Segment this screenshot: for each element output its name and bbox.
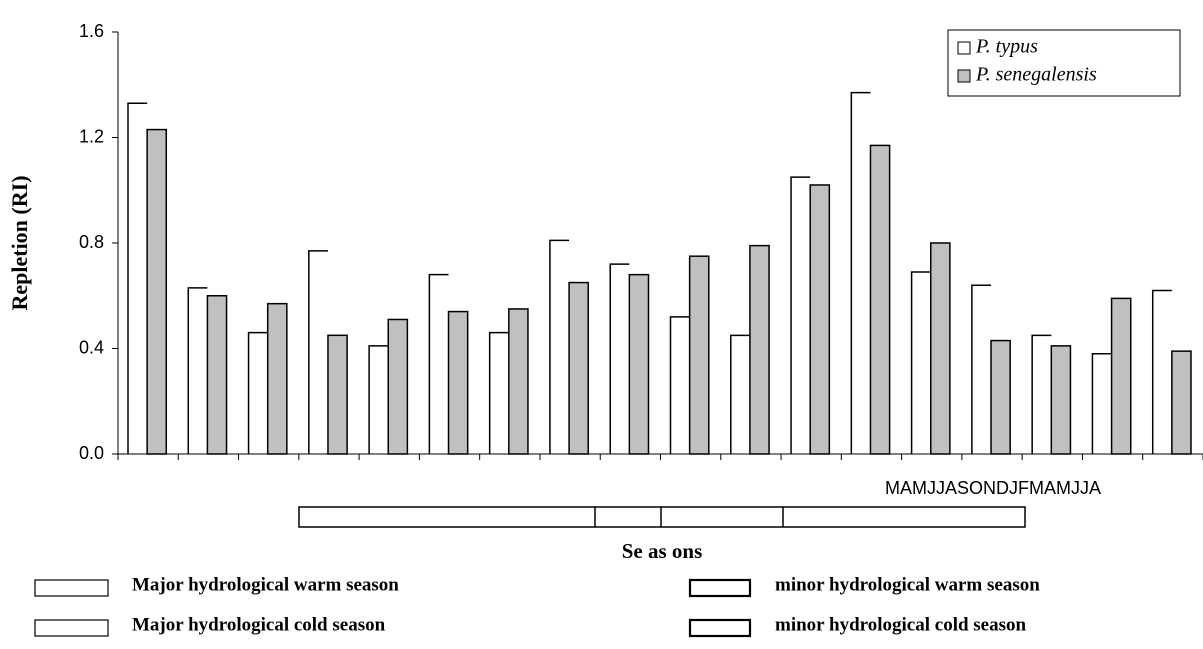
legend-label: P. senegalensis bbox=[975, 64, 1097, 86]
bar bbox=[930, 242, 951, 455]
bar bbox=[1031, 334, 1052, 454]
bar bbox=[308, 250, 328, 454]
bar bbox=[549, 239, 570, 454]
bar bbox=[850, 91, 871, 454]
bar bbox=[127, 102, 148, 454]
y-tick-label: 0.4 bbox=[79, 337, 104, 357]
bar bbox=[809, 184, 831, 455]
y-axis-label: Repletion (RI) bbox=[7, 175, 32, 310]
bar bbox=[609, 263, 630, 454]
x-axis-label: Se as ons bbox=[622, 539, 703, 563]
bar bbox=[971, 284, 992, 454]
bar bbox=[327, 334, 348, 455]
bar bbox=[749, 244, 770, 455]
y-tick-label: 1.6 bbox=[79, 21, 104, 41]
season-bar bbox=[298, 506, 1026, 528]
bar bbox=[1050, 345, 1072, 455]
legend-box bbox=[947, 29, 1181, 97]
bar bbox=[508, 308, 529, 455]
bar bbox=[669, 316, 690, 454]
season-legend-icon bbox=[34, 619, 109, 637]
bar bbox=[1091, 353, 1112, 454]
bar bbox=[990, 339, 1011, 455]
bar bbox=[1110, 297, 1132, 455]
bar bbox=[628, 273, 650, 455]
bar bbox=[1151, 289, 1172, 454]
season-legend-label: minor hydrological warm season bbox=[775, 574, 1040, 595]
season-legend-label: Major hydrological warm season bbox=[132, 574, 399, 595]
bar bbox=[910, 271, 931, 454]
season-legend-label: minor hydrological cold season bbox=[775, 614, 1027, 635]
bar bbox=[869, 144, 891, 455]
legend-label: P. typus bbox=[975, 36, 1038, 58]
bar bbox=[187, 287, 208, 454]
y-tick-label: 0.0 bbox=[79, 443, 104, 463]
season-legend-icon bbox=[34, 579, 109, 597]
bar bbox=[368, 345, 389, 454]
bar bbox=[688, 255, 710, 455]
season-legend-icon bbox=[688, 578, 752, 598]
season-legend-label: Major hydrological cold season bbox=[132, 614, 386, 635]
bar bbox=[1171, 350, 1192, 455]
season-legend-icon bbox=[688, 618, 752, 638]
bar bbox=[146, 128, 168, 455]
bar bbox=[730, 334, 750, 454]
bar bbox=[206, 295, 228, 455]
bar bbox=[387, 318, 409, 455]
month-labels: MAMJJASONDJFMAMJJA bbox=[885, 478, 1101, 498]
legend-swatch bbox=[957, 41, 971, 55]
bar bbox=[790, 176, 811, 454]
season-bracket bbox=[298, 506, 1026, 528]
bar bbox=[247, 331, 268, 454]
y-tick-label: 1.2 bbox=[79, 126, 104, 146]
y-tick-label: 0.8 bbox=[79, 232, 104, 252]
bar bbox=[568, 281, 589, 455]
bar bbox=[447, 310, 469, 455]
legend-swatch bbox=[957, 69, 971, 83]
bar bbox=[266, 302, 288, 455]
bar bbox=[428, 273, 449, 454]
bar bbox=[488, 331, 509, 454]
